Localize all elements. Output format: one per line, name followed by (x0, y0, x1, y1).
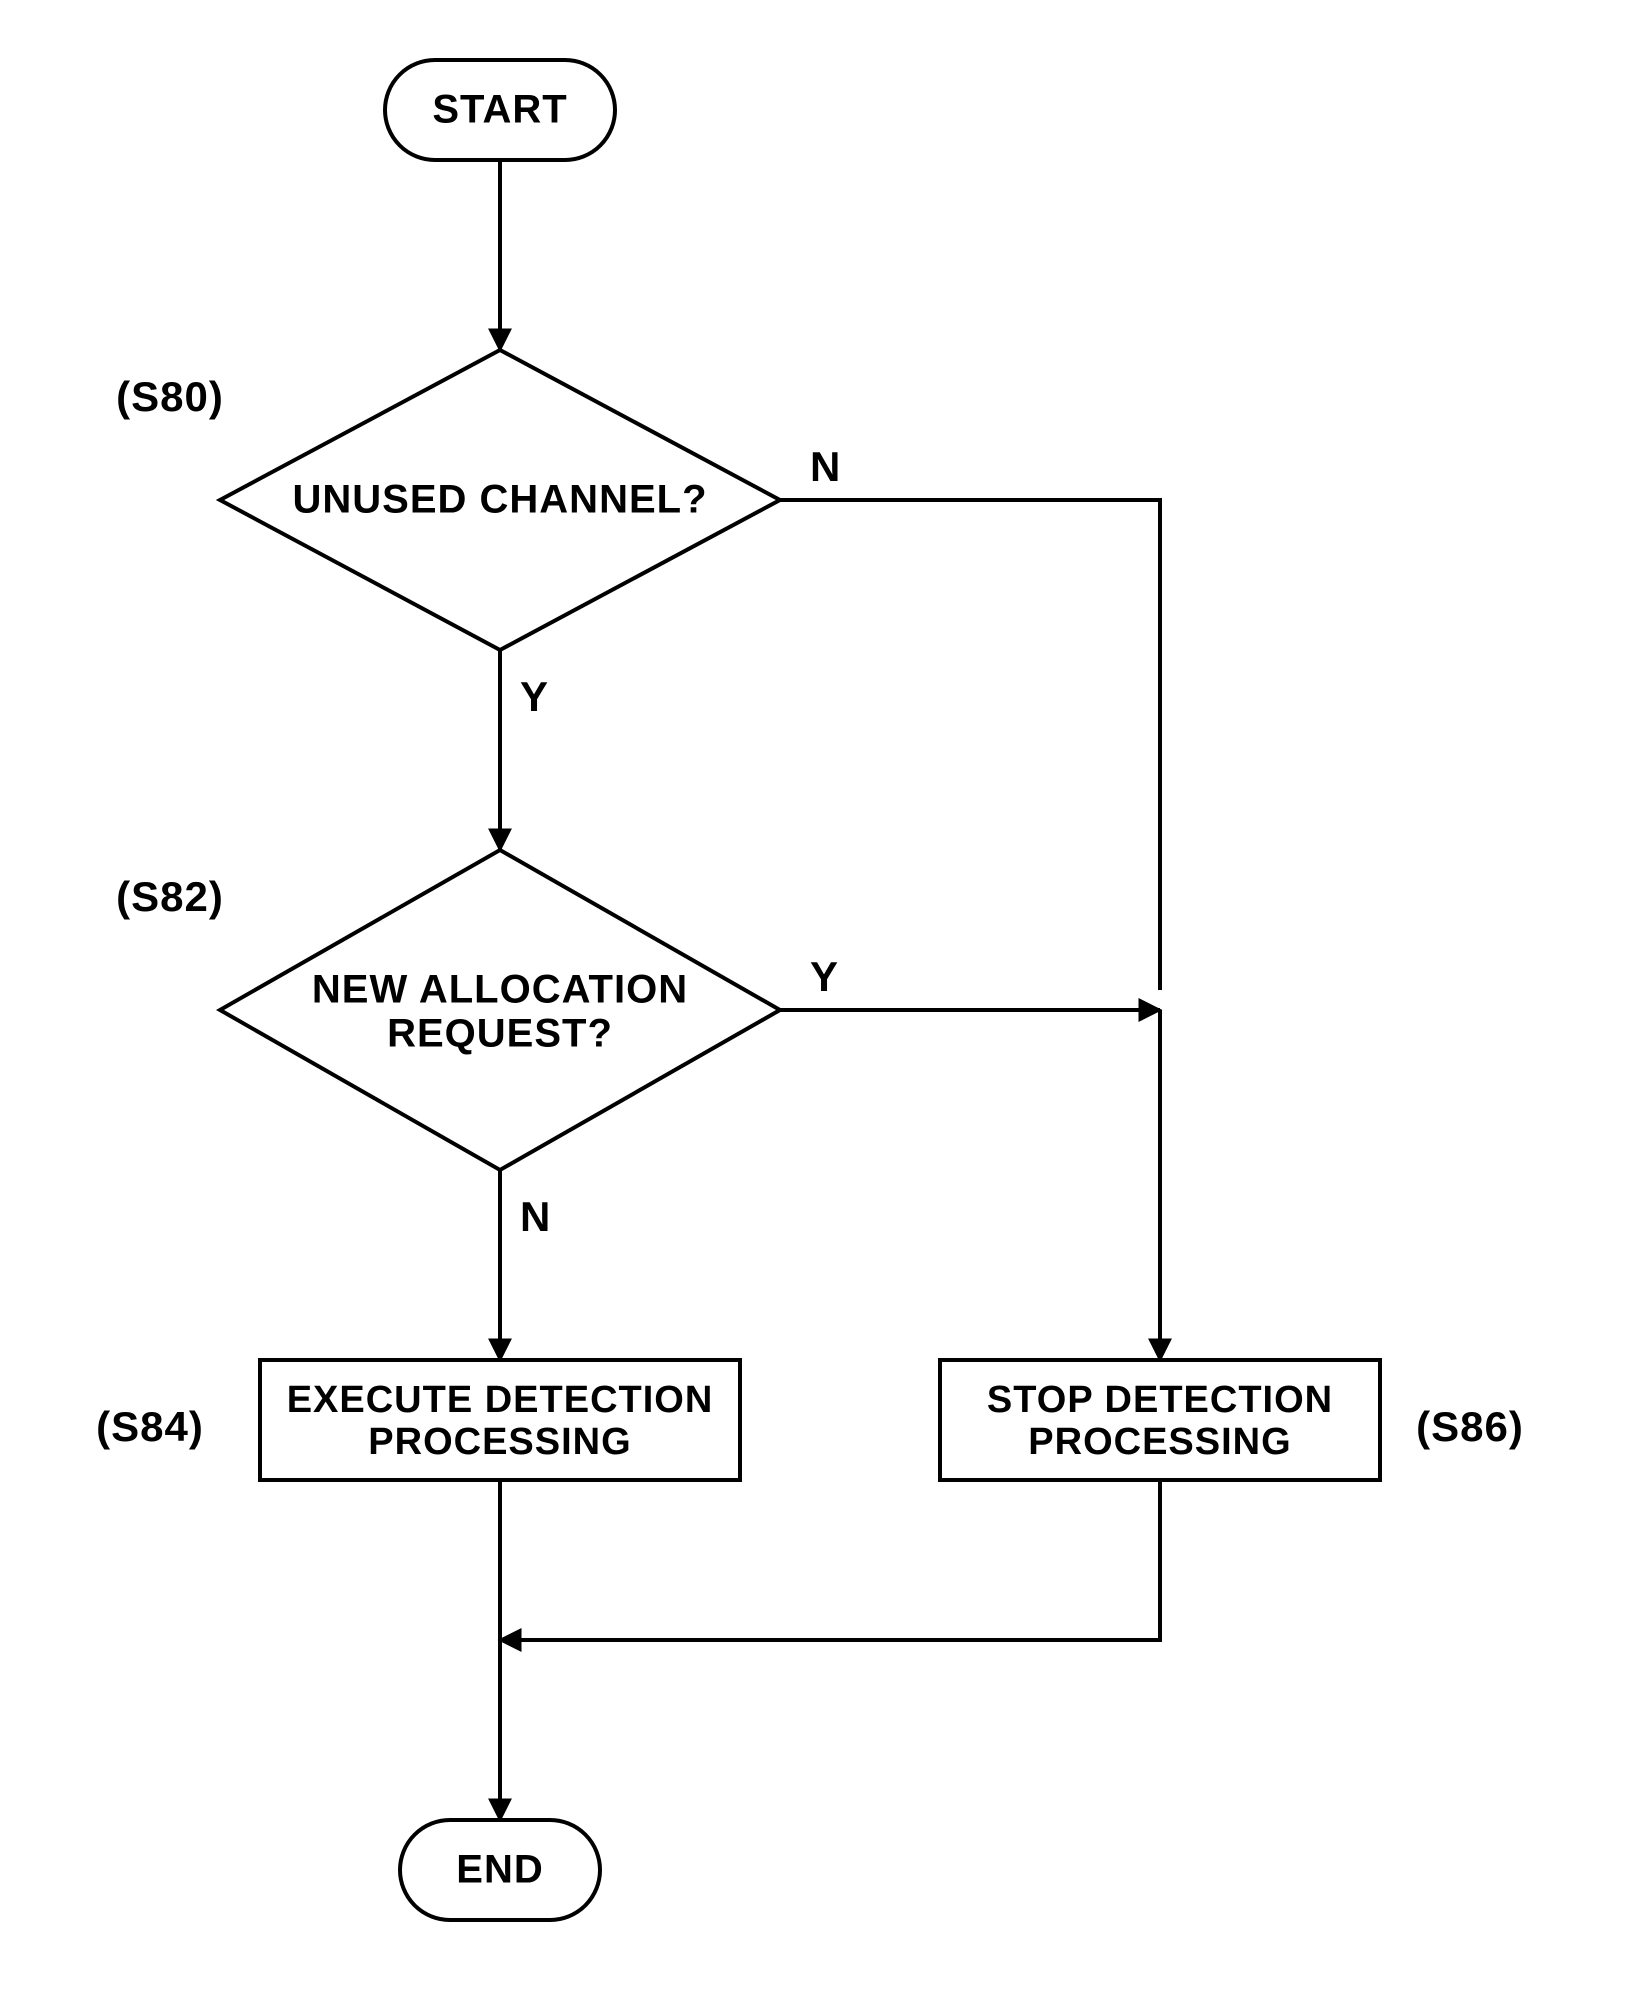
d2-label1: NEW ALLOCATION (312, 968, 688, 1012)
edge-p_stop_down (500, 1480, 1160, 1640)
node-end: END (400, 1820, 600, 1920)
d2-step: (S82) (116, 873, 224, 920)
d2-branch-n: N (520, 1193, 551, 1240)
node-p_exec: EXECUTE DETECTIONPROCESSING (S84) (96, 1360, 740, 1480)
p_stop-label2: PROCESSING (1028, 1421, 1291, 1463)
d2-branch-y: Y (810, 953, 839, 1000)
p_stop-label1: STOP DETECTION (987, 1379, 1333, 1421)
node-d1: UNUSED CHANNEL? (S80) Y N (116, 350, 841, 720)
start-label: START (432, 88, 567, 132)
p_stop-step: (S86) (1416, 1403, 1524, 1450)
end-label: END (456, 1848, 543, 1892)
d2-label2: REQUEST? (387, 1012, 613, 1056)
d1-branch-y: Y (520, 673, 549, 720)
node-p_stop: STOP DETECTIONPROCESSING (S86) (940, 1360, 1524, 1480)
p_exec-label2: PROCESSING (368, 1421, 631, 1463)
p_exec-step: (S84) (96, 1403, 204, 1450)
node-d2: NEW ALLOCATIONREQUEST? (S82) Y N (116, 850, 839, 1240)
edge-d1_right_N (780, 500, 1160, 990)
d1-branch-n: N (810, 443, 841, 490)
node-start: START (385, 60, 615, 160)
d1-step: (S80) (116, 373, 224, 420)
p_exec-label1: EXECUTE DETECTION (287, 1379, 714, 1421)
d1-label: UNUSED CHANNEL? (293, 478, 708, 522)
